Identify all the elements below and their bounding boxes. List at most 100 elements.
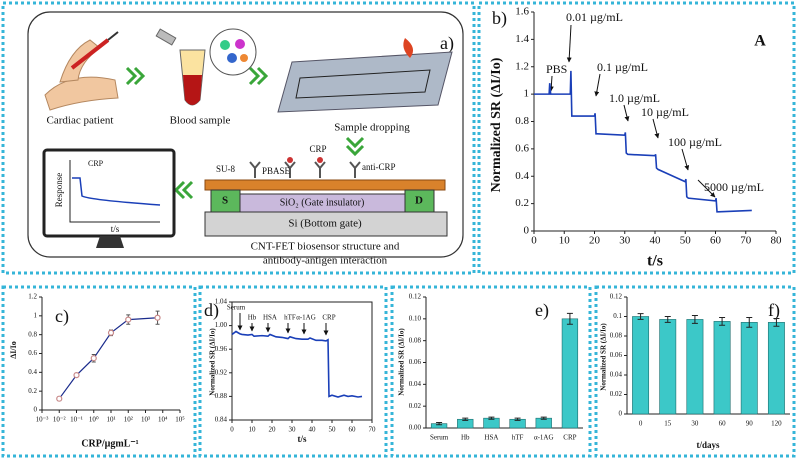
- bar: [767, 322, 785, 415]
- y-tick-label: 0.2: [28, 387, 37, 395]
- chevron: [345, 144, 365, 157]
- x-tick-label: 10⁵: [175, 416, 185, 424]
- annotation: PBS: [546, 62, 567, 76]
- step-label: Blood sample: [170, 115, 231, 127]
- chevron: [173, 180, 186, 200]
- y-tick-label: 0.92: [215, 368, 228, 376]
- y-tick-label: 0.02: [409, 402, 422, 410]
- y-tick-label: 1.4: [515, 33, 529, 45]
- annotation: CRP: [322, 314, 335, 322]
- x-tick-label: 10⁰: [89, 416, 99, 424]
- data-point: [125, 316, 132, 323]
- x-tick-label: 0: [531, 235, 537, 247]
- x-tick-label: 70: [740, 235, 752, 247]
- caption: antibody-antigen interaction: [263, 255, 388, 267]
- y-tick-label: 1.6: [515, 6, 529, 18]
- device-label: S: [222, 195, 228, 207]
- y-tick-label: 0.00: [409, 424, 422, 432]
- chevron: [125, 66, 138, 86]
- error-bar: [664, 316, 671, 323]
- y-tick-label: 0.4: [28, 368, 37, 376]
- y-tick-label: 0: [524, 225, 530, 237]
- slide: [277, 51, 453, 113]
- x-tick-label: 40: [650, 235, 662, 247]
- axis: [626, 297, 790, 415]
- device-label: D: [415, 195, 423, 207]
- y-tick-label: 0.8: [28, 330, 37, 338]
- annotation-arrow: [566, 24, 572, 63]
- x-tick-label: HSA: [484, 434, 498, 442]
- x-tick-label: Hb: [461, 434, 470, 442]
- y-tick-label: 0: [34, 406, 38, 414]
- x-tick-label: hTF: [512, 434, 524, 442]
- monitor-axes: [69, 160, 160, 223]
- axis: [425, 297, 583, 429]
- y-tick-label: 0.1: [613, 312, 622, 320]
- error-bar: [637, 313, 644, 320]
- x-tick-label: 30: [691, 420, 699, 428]
- x-tick-label: 10³: [141, 416, 150, 424]
- x-tick-label: 80: [771, 235, 783, 247]
- error-bar: [566, 312, 573, 325]
- data-point: [73, 372, 80, 379]
- x-tick-label: 10⁻³: [36, 416, 49, 424]
- monitor-label: t/s: [111, 224, 120, 234]
- device-label: SiO₂ (Gate insulator): [280, 197, 365, 208]
- diagram: a) Cardiac patient Blood sample Sample d…: [27, 11, 464, 267]
- step-label: Sample dropping: [334, 122, 410, 134]
- y-tick-label: 0.6: [515, 142, 529, 154]
- data-point: [90, 355, 97, 362]
- error-bar: [436, 422, 443, 426]
- annotation: 0.01 µg/mL: [566, 10, 623, 24]
- drop: [403, 38, 414, 58]
- y-tick-label: 0: [619, 410, 623, 418]
- x-tick-label: 50: [680, 235, 692, 247]
- protein: [227, 53, 237, 63]
- x-tick-label: 0: [230, 426, 234, 434]
- y-tick-label: 0.12: [610, 293, 623, 301]
- y-tick-label: 1.04: [215, 298, 228, 306]
- x-tick-label: 15: [664, 420, 672, 428]
- chevron: [345, 136, 365, 149]
- y-axis-title: Normalized SR (ΔI/Io): [398, 328, 406, 396]
- y-tick-label: 0.04: [409, 380, 422, 388]
- annotation: 0.1 µg/mL: [597, 60, 648, 74]
- syringe: [107, 31, 119, 41]
- device-label: Si (Bottom gate): [288, 218, 362, 230]
- error-bar: [488, 416, 495, 420]
- panel-frame: [477, 1, 796, 275]
- bar: [740, 322, 758, 415]
- chevron: [181, 180, 194, 200]
- panel-label: d): [204, 300, 219, 321]
- x-tick-label: 10⁻²: [53, 416, 66, 424]
- y-axis-title: Normalized SR (ΔI/Io): [209, 328, 217, 396]
- error-bar: [540, 416, 547, 420]
- error-bar: [773, 317, 780, 327]
- x-tick-label: 20: [589, 235, 601, 247]
- bar: [561, 318, 579, 429]
- bar: [632, 316, 650, 415]
- y-tick-label: 0.88: [215, 392, 228, 400]
- arm: [44, 76, 119, 111]
- panel-label: f): [768, 300, 780, 321]
- y-axis-title: Normalized SR (ΔI/Io): [489, 57, 504, 192]
- x-tick-label: 10: [559, 235, 571, 247]
- antibody: [349, 161, 361, 178]
- y-tick-label: 1.00: [215, 321, 228, 329]
- antigen: [287, 157, 293, 163]
- x-tick-label: 10⁴: [158, 416, 168, 424]
- su8-layer: [204, 179, 446, 191]
- channel: [295, 69, 431, 99]
- y-tick-label: 0.8: [515, 115, 529, 127]
- y-tick-label: 0.6: [28, 349, 37, 357]
- chevron: [256, 66, 269, 86]
- data-point: [154, 314, 161, 321]
- y-tick-label: 1: [34, 311, 38, 319]
- blood: [183, 75, 202, 105]
- annotation: 5000 µg/mL: [704, 180, 764, 194]
- y-tick-label: 0.84: [215, 416, 228, 424]
- monitor-stand: [96, 236, 124, 248]
- y-tick-label: 0.04: [610, 371, 623, 379]
- antigen: [317, 157, 323, 163]
